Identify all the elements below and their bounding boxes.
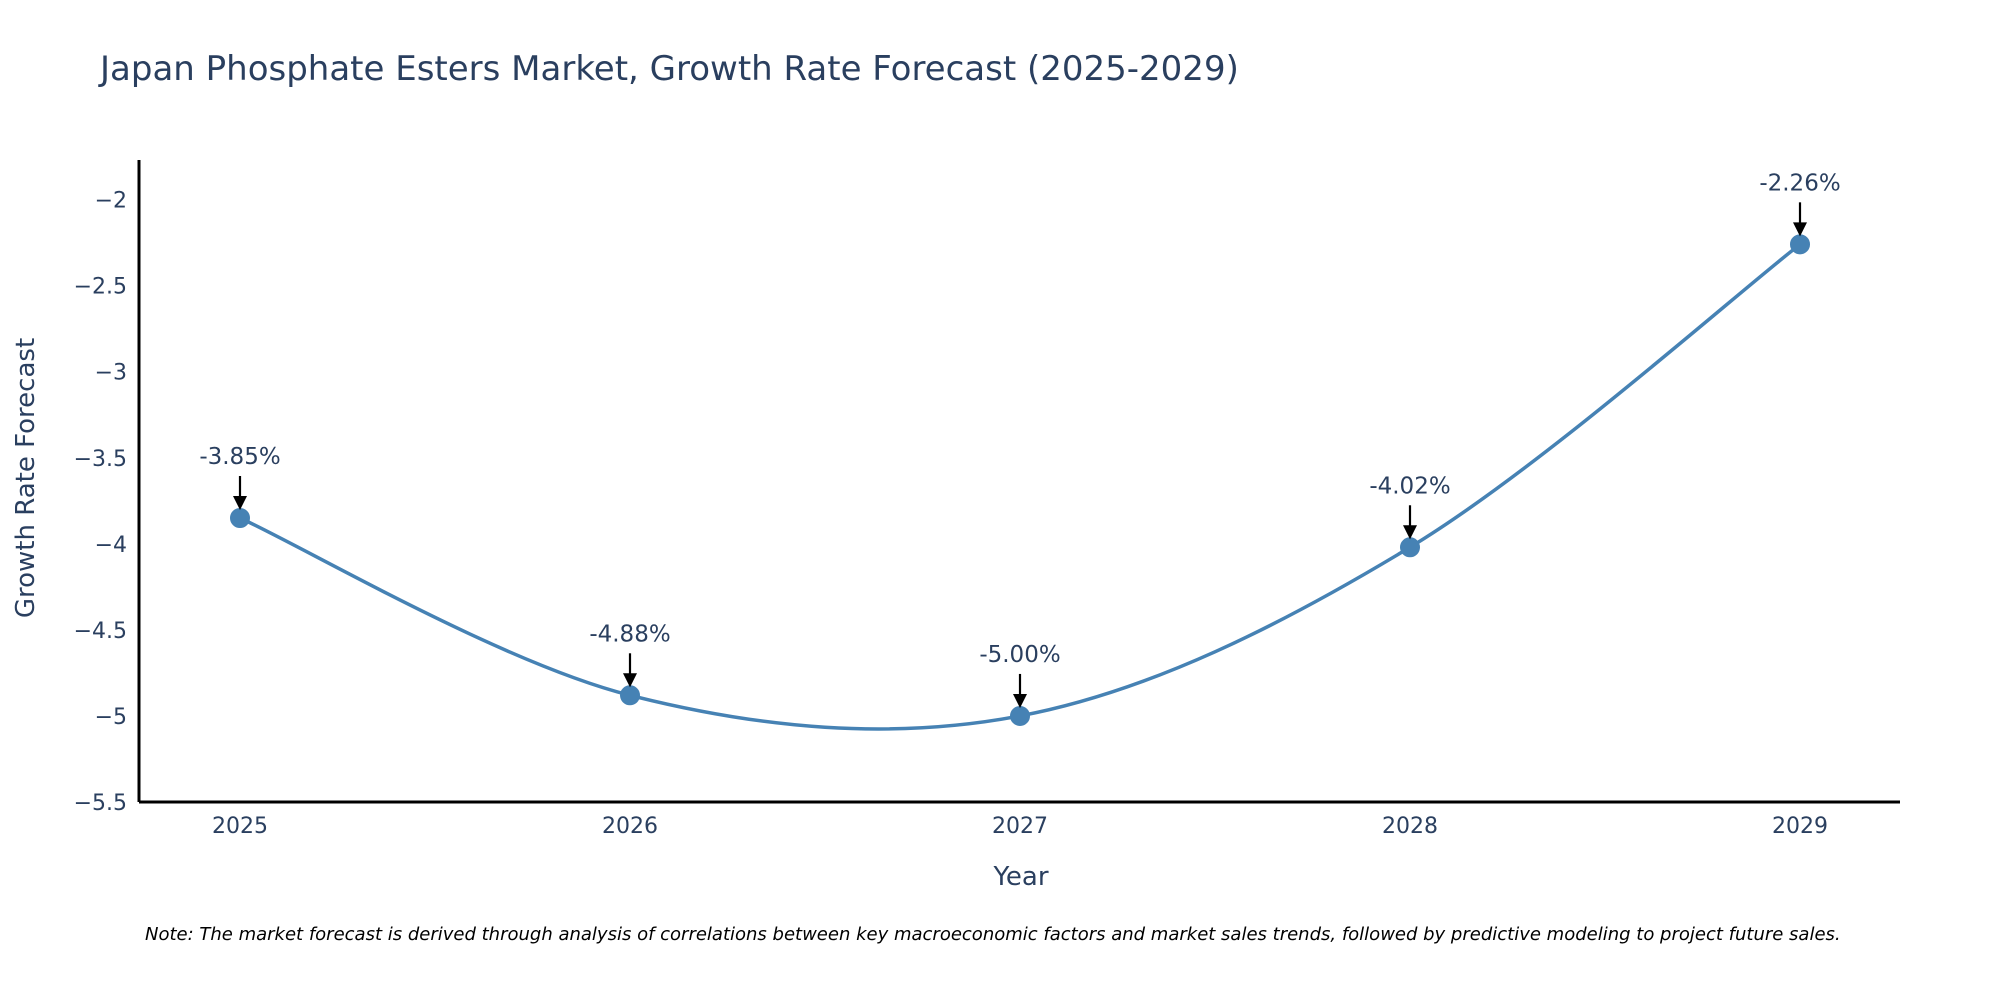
- y-axis-title: Growth Rate Forecast: [11, 338, 41, 618]
- x-tick-label: 2028: [1382, 814, 1438, 839]
- chart-title: Japan Phosphate Esters Market, Growth Ra…: [98, 49, 1239, 89]
- y-tick-label: −2.5: [74, 275, 127, 300]
- data-label: -3.85%: [199, 444, 280, 470]
- y-tick-label: −5.5: [74, 791, 127, 816]
- data-point: [1010, 705, 1030, 726]
- data-label: -5.00%: [979, 642, 1060, 668]
- annotation-arrow-head: [1793, 222, 1807, 237]
- y-tick-label: −3.5: [74, 447, 127, 472]
- data-point: [1400, 537, 1420, 558]
- data-label: -4.02%: [1369, 473, 1450, 499]
- data-annotations: -3.85% -4.88% -5.00% -4.02% -2.26%: [199, 170, 1841, 708]
- data-point: [1790, 234, 1810, 255]
- annotation-arrow-head: [233, 496, 247, 511]
- y-axis-ticks: −5.5 −5 −4.5 −4 −3.5 −3 −2.5 −2: [74, 189, 127, 816]
- annotation-arrow-head: [1403, 525, 1417, 540]
- y-tick-label: −2: [95, 189, 127, 214]
- y-tick-label: −4.5: [74, 619, 127, 644]
- x-tick-label: 2026: [602, 814, 658, 839]
- y-tick-label: −3: [95, 361, 127, 386]
- y-tick-label: −4: [95, 533, 127, 558]
- x-axis-ticks: 2025 2026 2027 2028 2029: [212, 814, 1828, 839]
- data-points: [230, 234, 1810, 726]
- annotation-arrow-head: [1013, 693, 1027, 708]
- y-tick-label: −5: [95, 705, 127, 730]
- x-axis-title: Year: [992, 862, 1048, 892]
- footnote: Note: The market forecast is derived thr…: [145, 924, 1841, 945]
- data-point: [230, 508, 250, 529]
- x-tick-label: 2025: [212, 814, 268, 839]
- x-tick-label: 2027: [992, 814, 1048, 839]
- x-tick-label: 2029: [1772, 814, 1828, 839]
- data-label: -2.26%: [1759, 170, 1840, 196]
- data-point: [620, 685, 640, 706]
- annotation-arrow-head: [623, 673, 637, 688]
- data-label: -4.88%: [589, 621, 670, 647]
